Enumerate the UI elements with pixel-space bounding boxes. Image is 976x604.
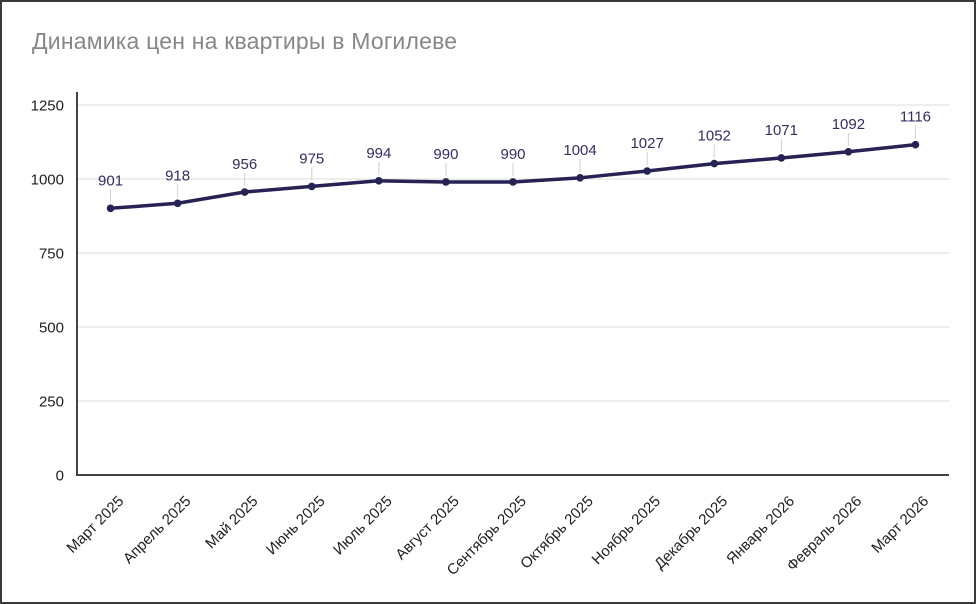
- x-axis-label: Ноябрь 2025: [589, 493, 664, 568]
- y-tick-label: 0: [56, 468, 64, 485]
- data-point-marker[interactable]: [643, 167, 651, 175]
- x-axis-label: Июнь 2025: [263, 493, 329, 559]
- data-point-marker[interactable]: [777, 154, 786, 162]
- data-point-marker[interactable]: [509, 178, 517, 186]
- x-axis-label: Март 2026: [868, 493, 932, 557]
- x-axis-label: Май 2025: [202, 493, 261, 552]
- y-tick-label: 250: [39, 394, 64, 411]
- data-point-marker[interactable]: [173, 199, 182, 208]
- data-point-label: 1116: [900, 109, 931, 126]
- x-axis-label: Апрель 2025: [120, 493, 195, 568]
- y-tick-label: 750: [39, 246, 64, 263]
- data-point-label: 990: [500, 146, 525, 163]
- data-point-marker[interactable]: [307, 182, 316, 191]
- y-tick-label: 500: [39, 320, 64, 337]
- data-point-marker[interactable]: [442, 178, 450, 186]
- data-point-label: 1092: [832, 116, 865, 133]
- data-point-marker[interactable]: [844, 147, 853, 156]
- data-point-label: 1004: [563, 142, 596, 159]
- y-tick-label: 1250: [31, 98, 64, 115]
- data-point-label: 956: [232, 156, 257, 173]
- data-point-marker[interactable]: [240, 188, 249, 196]
- data-point-marker[interactable]: [710, 159, 719, 168]
- data-point-label: 918: [165, 167, 190, 184]
- x-axis-label: Март 2025: [63, 493, 127, 557]
- data-point-label: 901: [98, 172, 123, 189]
- data-point-marker[interactable]: [576, 174, 584, 182]
- data-point-label: 1071: [765, 122, 798, 139]
- data-point-marker[interactable]: [375, 176, 383, 185]
- data-point-marker[interactable]: [911, 140, 920, 149]
- chart-title: Динамика цен на квартиры в Могилеве: [32, 28, 458, 54]
- x-axis-label: Август 2025: [392, 493, 462, 563]
- data-point-label: 1052: [698, 128, 731, 145]
- x-axis-label: Январь 2026: [723, 493, 798, 568]
- data-point-label: 990: [433, 146, 458, 163]
- data-point-label: 1027: [630, 135, 663, 152]
- x-axis-label: Июль 2025: [330, 493, 396, 559]
- data-point-marker[interactable]: [106, 204, 115, 213]
- y-tick-label: 1000: [31, 172, 64, 189]
- data-point-label: 975: [299, 150, 324, 167]
- data-point-label: 994: [366, 145, 391, 162]
